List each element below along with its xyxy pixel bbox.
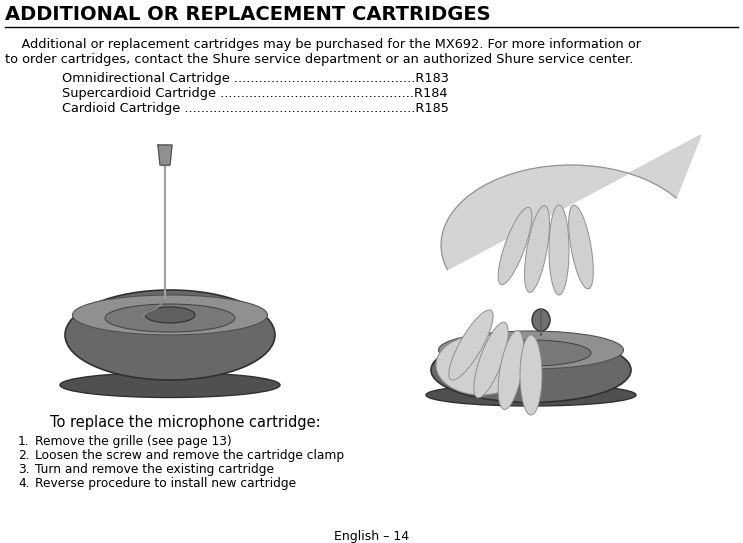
Text: To replace the microphone cartridge:: To replace the microphone cartridge:	[50, 415, 321, 430]
Text: Turn and remove the existing cartridge: Turn and remove the existing cartridge	[35, 463, 274, 476]
Ellipse shape	[431, 338, 631, 402]
Text: 4.: 4.	[18, 477, 30, 490]
Ellipse shape	[549, 205, 569, 295]
Text: Cardioid Cartridge ........................................................R185: Cardioid Cartridge .....................…	[62, 102, 449, 115]
Ellipse shape	[449, 310, 493, 380]
Ellipse shape	[532, 309, 550, 331]
Ellipse shape	[60, 372, 280, 397]
Text: to order cartridges, contact the Shure service department or an authorized Shure: to order cartridges, contact the Shure s…	[5, 53, 633, 66]
Text: Supercardioid Cartridge ...............................................R184: Supercardioid Cartridge ................…	[62, 87, 447, 100]
Text: ADDITIONAL OR REPLACEMENT CARTRIDGES: ADDITIONAL OR REPLACEMENT CARTRIDGES	[5, 5, 490, 24]
Text: 1.: 1.	[18, 435, 30, 448]
Polygon shape	[158, 145, 172, 165]
Ellipse shape	[65, 290, 275, 380]
Text: Loosen the screw and remove the cartridge clamp: Loosen the screw and remove the cartridg…	[35, 449, 344, 462]
Ellipse shape	[498, 331, 524, 409]
Ellipse shape	[498, 207, 532, 285]
Text: Omnidirectional Cartridge ............................................R183: Omnidirectional Cartridge ..............…	[62, 72, 449, 85]
Ellipse shape	[105, 304, 235, 332]
Ellipse shape	[520, 335, 542, 415]
Ellipse shape	[426, 384, 636, 406]
Text: 3.: 3.	[18, 463, 30, 476]
Text: Additional or replacement cartridges may be purchased for the MX692. For more in: Additional or replacement cartridges may…	[5, 38, 641, 51]
Ellipse shape	[73, 295, 267, 335]
Ellipse shape	[568, 205, 594, 289]
Text: 2.: 2.	[18, 449, 30, 462]
Ellipse shape	[525, 206, 550, 292]
Polygon shape	[441, 135, 701, 270]
Ellipse shape	[438, 331, 623, 369]
Ellipse shape	[471, 340, 591, 366]
Text: Reverse procedure to install new cartridge: Reverse procedure to install new cartrid…	[35, 477, 296, 490]
Text: English – 14: English – 14	[334, 530, 409, 543]
Text: Remove the grille (see page 13): Remove the grille (see page 13)	[35, 435, 232, 448]
Ellipse shape	[145, 307, 195, 323]
Ellipse shape	[436, 335, 526, 395]
Ellipse shape	[474, 322, 508, 398]
